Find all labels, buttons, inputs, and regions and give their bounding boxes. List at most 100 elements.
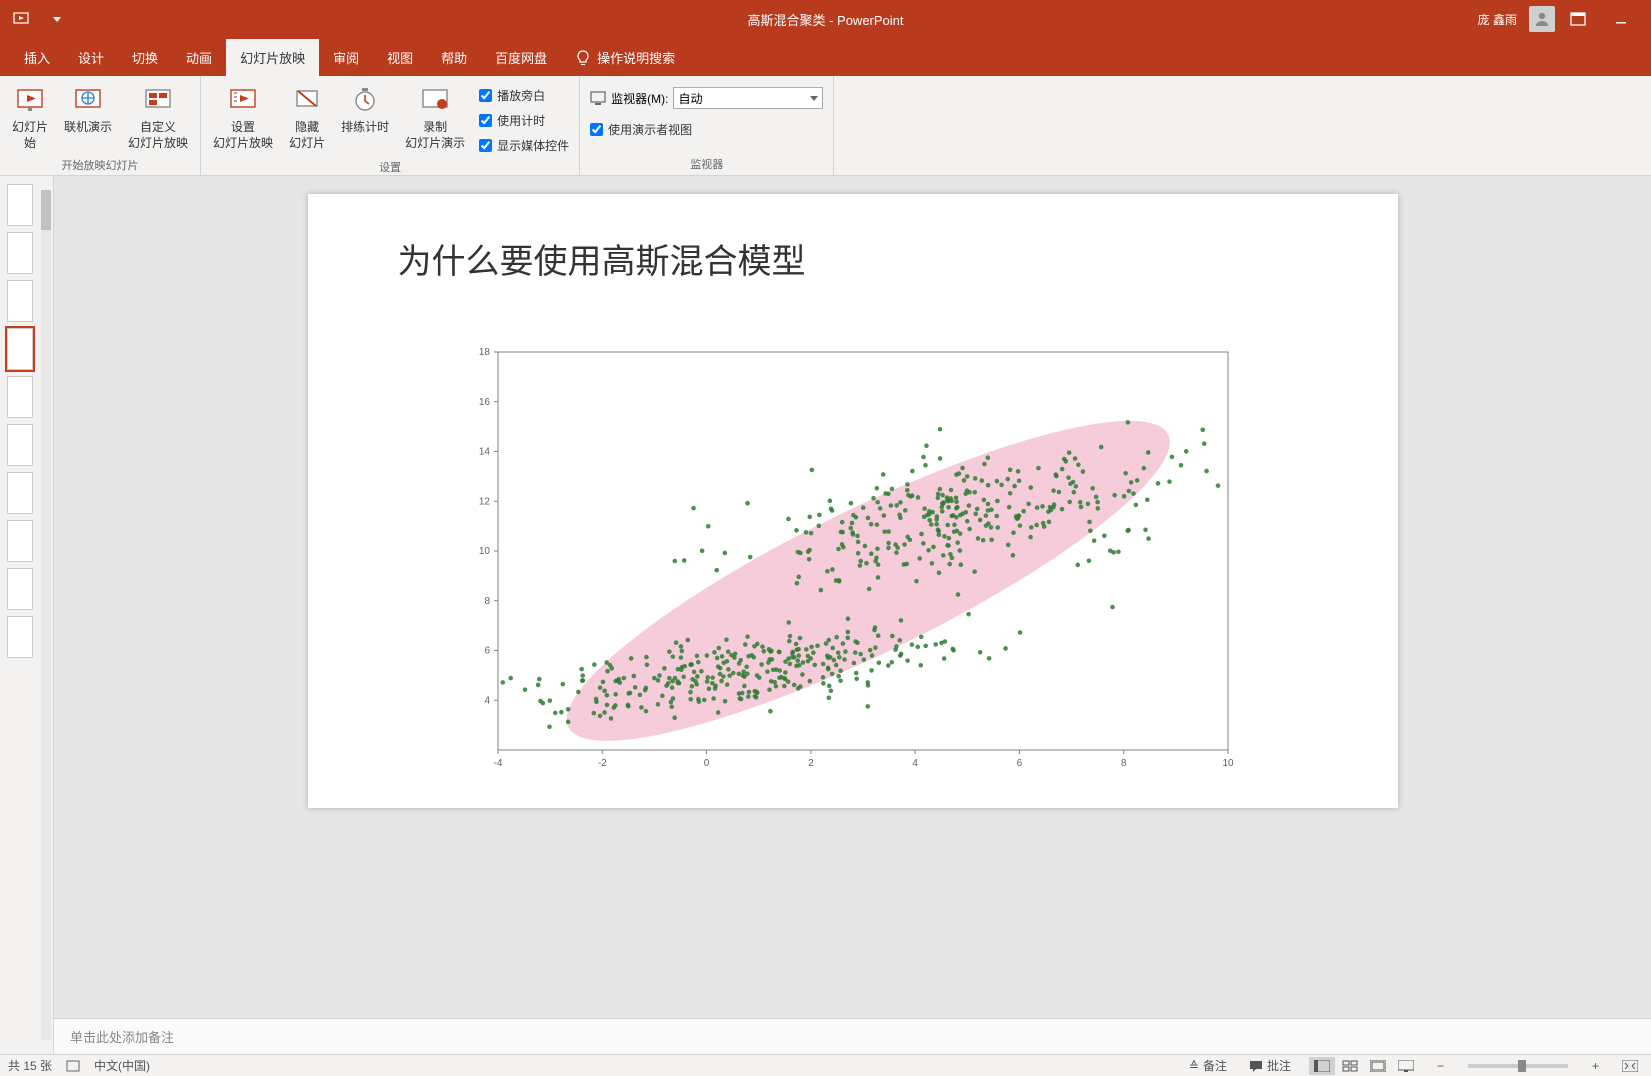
qat-dropdown-icon[interactable]	[46, 8, 68, 30]
svg-text:6: 6	[1016, 758, 1022, 769]
notes-toggle-button[interactable]: ≙备注	[1185, 1057, 1231, 1074]
tab-help[interactable]: 帮助	[427, 39, 481, 76]
use-presenter-view-check[interactable]: 使用演示者视图	[586, 118, 827, 141]
document-title: 高斯混合聚类 - PowerPoint	[747, 10, 903, 29]
present-online-button[interactable]: 联机演示	[58, 80, 118, 140]
record-icon	[419, 84, 451, 116]
normal-view-icon[interactable]	[1309, 1057, 1335, 1075]
hide-slide-icon	[291, 84, 323, 116]
thumbnails-list[interactable]	[0, 176, 39, 1054]
use-timings-check[interactable]: 使用计时	[475, 109, 573, 132]
zoom-slider[interactable]	[1468, 1064, 1568, 1068]
slide-thumbnail[interactable]	[7, 376, 33, 418]
menu-bar: 插入 设计 切换 动画 幻灯片放映 审阅 视图 帮助 百度网盘 操作说明搜索	[0, 38, 1651, 76]
use-timings-label: 使用计时	[497, 112, 545, 129]
svg-text:0: 0	[703, 758, 709, 769]
lightbulb-icon	[575, 50, 591, 66]
spell-check-icon[interactable]	[66, 1059, 80, 1073]
tab-view[interactable]: 视图	[373, 39, 427, 76]
minimize-icon[interactable]	[1601, 8, 1641, 30]
svg-text:4: 4	[484, 695, 490, 706]
slide-editor: 为什么要使用高斯混合模型 -4-202468104681012141618 单击…	[54, 176, 1651, 1054]
slide-thumbnail[interactable]	[7, 616, 33, 658]
monitor-icon	[590, 90, 606, 106]
slide-thumbnail[interactable]	[7, 280, 33, 322]
tab-slideshow[interactable]: 幻灯片放映	[226, 39, 319, 76]
slide-thumbnail[interactable]	[7, 568, 33, 610]
play-narrations-check[interactable]: 播放旁白	[475, 84, 573, 107]
from-current-icon	[14, 84, 46, 116]
svg-text:10: 10	[1222, 758, 1234, 769]
user-avatar[interactable]	[1529, 6, 1555, 32]
slideshow-from-start-qat-icon[interactable]	[10, 8, 32, 30]
tell-me-search[interactable]: 操作说明搜索	[561, 39, 689, 76]
title-bar: 高斯混合聚类 - PowerPoint 庞 鑫雨	[0, 0, 1651, 38]
tab-transitions[interactable]: 切换	[118, 39, 172, 76]
record-slideshow-button[interactable]: 录制 幻灯片演示	[399, 80, 471, 155]
svg-text:6: 6	[484, 646, 490, 657]
tab-baidu[interactable]: 百度网盘	[481, 39, 561, 76]
svg-text:2: 2	[808, 758, 814, 769]
slide-thumbnail[interactable]	[7, 232, 33, 274]
setup-slideshow-button[interactable]: 设置 幻灯片放映	[207, 80, 279, 155]
svg-text:16: 16	[478, 397, 490, 408]
monitor-select[interactable]: 自动	[673, 87, 823, 109]
group-setup-label: 设置	[207, 157, 573, 178]
hide-slide-label: 隐藏 幻灯片	[289, 120, 325, 151]
tell-me-label: 操作说明搜索	[597, 48, 675, 67]
zoom-in-button[interactable]: +	[1588, 1059, 1603, 1073]
slide-thumbnail[interactable]	[7, 520, 33, 562]
setup-label: 设置 幻灯片放映	[213, 120, 273, 151]
svg-text:-4: -4	[493, 758, 502, 769]
slide-canvas[interactable]: 为什么要使用高斯混合模型 -4-202468104681012141618	[308, 194, 1398, 808]
svg-text:8: 8	[1120, 758, 1126, 769]
comments-button[interactable]: 批注	[1245, 1057, 1295, 1074]
slide-thumbnail[interactable]	[7, 184, 33, 226]
present-online-icon	[72, 84, 104, 116]
from-current-label: 幻灯片 始	[12, 120, 48, 151]
group-start-label: 开始放映幻灯片	[6, 155, 194, 176]
reading-view-icon[interactable]	[1365, 1057, 1391, 1075]
from-current-slide-button[interactable]: 幻灯片 始	[6, 80, 54, 155]
main-area: 为什么要使用高斯混合模型 -4-202468104681012141618 单击…	[0, 176, 1651, 1054]
monitor-value: 自动	[678, 90, 702, 107]
rehearse-icon	[349, 84, 381, 116]
svg-text:18: 18	[478, 347, 490, 358]
svg-text:8: 8	[484, 596, 490, 607]
show-media-label: 显示媒体控件	[497, 137, 569, 154]
user-name: 庞 鑫雨	[1478, 11, 1517, 28]
svg-text:-2: -2	[597, 758, 606, 769]
svg-text:4: 4	[912, 758, 918, 769]
tab-review[interactable]: 审阅	[319, 39, 373, 76]
thumbnails-scrollbar[interactable]	[39, 176, 53, 1054]
comments-btn-label: 批注	[1267, 1057, 1291, 1074]
language-status[interactable]: 中文(中国)	[94, 1057, 150, 1074]
rehearse-label: 排练计时	[341, 120, 389, 136]
rehearse-timings-button[interactable]: 排练计时	[335, 80, 395, 140]
play-narrations-label: 播放旁白	[497, 87, 545, 104]
fit-to-window-button[interactable]	[1617, 1057, 1643, 1075]
zoom-out-button[interactable]: −	[1433, 1059, 1448, 1073]
slide-thumbnail[interactable]	[7, 424, 33, 466]
tab-insert[interactable]: 插入	[10, 39, 64, 76]
custom-slideshow-icon	[142, 84, 174, 116]
slideshow-view-icon[interactable]	[1393, 1057, 1419, 1075]
svg-text:14: 14	[478, 447, 490, 458]
status-bar: 共 15 张 中文(中国) ≙备注 批注 − +	[0, 1054, 1651, 1076]
slide-count: 共 15 张	[8, 1057, 52, 1074]
notes-input[interactable]: 单击此处添加备注	[54, 1018, 1651, 1054]
slide-title-text[interactable]: 为什么要使用高斯混合模型	[398, 234, 806, 283]
tab-animations[interactable]: 动画	[172, 39, 226, 76]
custom-slideshow-button[interactable]: 自定义 幻灯片放映	[122, 80, 194, 155]
hide-slide-button[interactable]: 隐藏 幻灯片	[283, 80, 331, 155]
group-monitors-label: 监视器	[586, 154, 827, 175]
record-label: 录制 幻灯片演示	[405, 120, 465, 151]
ribbon-display-options-icon[interactable]	[1567, 8, 1589, 30]
slide-thumbnail[interactable]	[7, 472, 33, 514]
slide-sorter-view-icon[interactable]	[1337, 1057, 1363, 1075]
show-media-controls-check[interactable]: 显示媒体控件	[475, 134, 573, 157]
slide-thumbnail[interactable]	[7, 328, 33, 370]
tab-design[interactable]: 设计	[64, 39, 118, 76]
scatter-chart: -4-202468104681012141618	[458, 346, 1238, 776]
ribbon: 幻灯片 始 联机演示 自定义 幻灯片放映 开始放映幻灯片 设置 幻灯片放映 隐藏…	[0, 76, 1651, 176]
